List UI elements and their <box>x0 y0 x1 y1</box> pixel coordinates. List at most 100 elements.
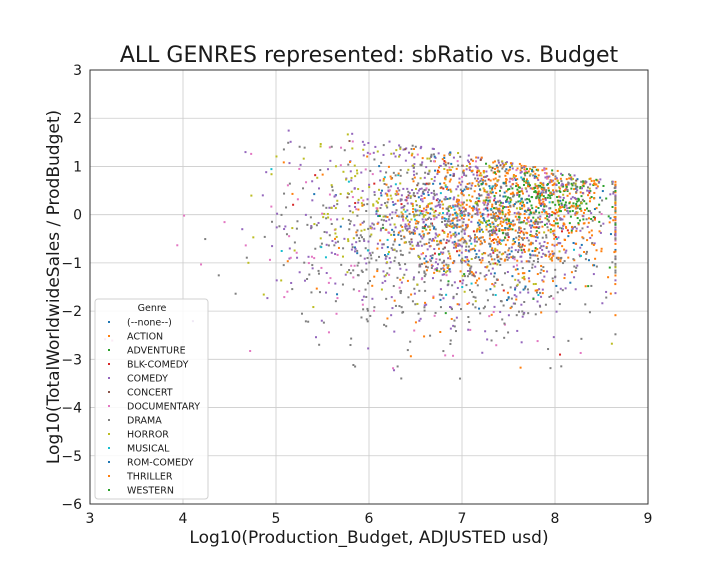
data-point <box>614 283 617 286</box>
data-point <box>421 218 424 221</box>
data-point <box>531 266 534 269</box>
data-point <box>424 171 427 174</box>
data-point <box>568 202 571 205</box>
data-point <box>356 252 359 255</box>
data-point <box>506 234 509 237</box>
data-point <box>400 253 403 256</box>
data-point <box>449 213 452 216</box>
data-point <box>467 263 470 266</box>
data-point <box>395 209 398 212</box>
data-point <box>492 251 495 254</box>
data-point <box>475 207 478 210</box>
data-point <box>509 197 512 200</box>
data-point <box>432 189 435 192</box>
data-point <box>417 220 420 223</box>
data-point <box>461 203 464 206</box>
data-point <box>575 197 578 200</box>
data-point <box>493 225 496 228</box>
data-point <box>562 193 565 196</box>
data-point <box>403 204 406 207</box>
data-point <box>357 274 360 277</box>
data-point <box>295 251 298 254</box>
data-point <box>614 183 617 186</box>
data-point <box>283 192 286 195</box>
data-point <box>366 249 369 252</box>
data-point <box>446 171 449 174</box>
data-point <box>478 208 481 211</box>
data-point <box>431 208 434 211</box>
data-point <box>467 154 470 157</box>
data-point <box>376 270 379 273</box>
data-point <box>507 188 510 191</box>
data-point <box>573 188 576 191</box>
data-point <box>447 233 450 236</box>
data-point <box>423 257 426 260</box>
data-point <box>386 238 389 241</box>
legend-items: (--none--)ACTIONADVENTUREBLK-COMEDYCOMED… <box>108 318 200 497</box>
data-point <box>330 251 333 254</box>
data-point <box>511 162 514 165</box>
data-point <box>459 215 462 218</box>
data-point <box>317 272 320 275</box>
data-point <box>544 303 547 306</box>
data-point <box>515 169 518 172</box>
data-point <box>609 292 612 295</box>
data-point <box>456 185 459 188</box>
data-point <box>540 255 543 258</box>
data-point <box>508 247 511 250</box>
data-point <box>316 176 319 179</box>
data-point <box>465 284 468 287</box>
data-point <box>546 212 549 215</box>
data-point <box>485 191 488 194</box>
data-point <box>466 269 469 272</box>
data-point <box>442 261 445 264</box>
data-point <box>551 250 554 253</box>
data-point <box>574 225 577 228</box>
data-point <box>572 177 575 180</box>
data-point <box>512 237 515 240</box>
data-point <box>492 249 495 252</box>
data-point <box>403 273 406 276</box>
data-point <box>417 196 420 199</box>
data-point <box>534 172 537 175</box>
data-point <box>373 227 376 230</box>
data-point <box>362 199 365 202</box>
data-point <box>563 260 566 263</box>
data-point <box>266 297 269 300</box>
data-point <box>400 377 403 380</box>
data-point <box>415 219 418 222</box>
data-point <box>469 272 472 275</box>
data-point <box>442 264 445 267</box>
data-point <box>345 178 348 181</box>
data-point <box>295 227 298 230</box>
data-point <box>494 249 497 252</box>
data-point <box>458 303 461 306</box>
data-point <box>476 167 479 170</box>
data-point <box>438 240 441 243</box>
data-point <box>430 257 433 260</box>
data-point <box>599 224 602 227</box>
data-point <box>476 171 479 174</box>
data-point <box>283 296 286 299</box>
data-point <box>519 227 522 230</box>
data-point <box>250 152 253 155</box>
data-point <box>498 207 501 210</box>
data-point <box>475 236 478 239</box>
data-point <box>518 246 521 249</box>
data-point <box>458 377 461 380</box>
data-point <box>588 191 591 194</box>
data-point <box>452 205 455 208</box>
data-point <box>583 182 586 185</box>
data-point <box>527 216 530 219</box>
data-point <box>399 290 402 293</box>
data-point <box>500 201 503 204</box>
data-point <box>372 223 375 226</box>
data-point <box>421 226 424 229</box>
data-point <box>535 291 538 294</box>
data-point <box>354 175 357 178</box>
data-point <box>499 189 502 192</box>
data-point <box>536 340 539 343</box>
data-point <box>496 184 499 187</box>
data-point <box>470 282 473 285</box>
data-point <box>553 220 556 223</box>
